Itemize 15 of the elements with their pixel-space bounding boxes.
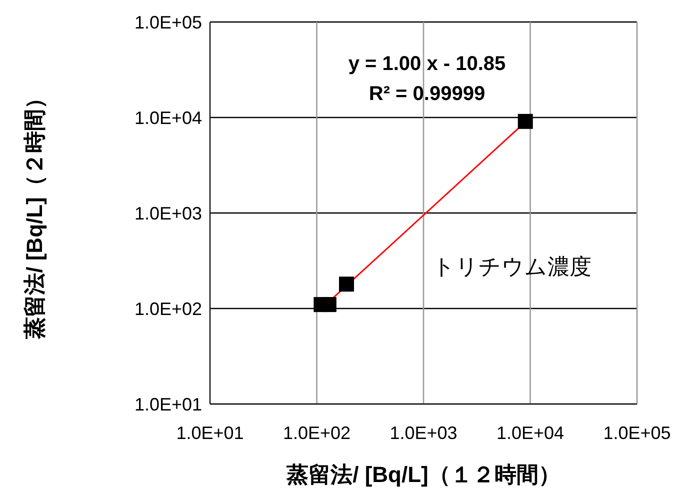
y-tick-label: 1.0E+01 [134, 394, 202, 414]
annotation: y = 1.00 x - 10.85 [348, 53, 506, 75]
y-tick-label: 1.0E+05 [134, 12, 202, 32]
y-tick-label: 1.0E+02 [134, 298, 202, 319]
x-axis-title: 蒸留法/ [Bq/L]（１２時間） [286, 462, 560, 487]
y-axis-title: 蒸留法/ [Bq/L]（２時間） [22, 87, 47, 340]
text: トリチウム濃度 [432, 254, 592, 279]
x-tick-label: 1.0E+04 [496, 422, 564, 443]
annotation: R² = 0.99999 [368, 83, 486, 105]
x-tick-label: 1.0E+03 [390, 422, 458, 443]
y-tick-label: 1.0E+04 [134, 108, 202, 128]
y-tick-label: 1.0E+03 [134, 203, 202, 224]
x-tick-label: 1.0E+01 [176, 422, 244, 443]
x-tick-label: 1.0E+02 [282, 422, 351, 443]
x-tick-label: 1.0E+05 [603, 422, 671, 443]
